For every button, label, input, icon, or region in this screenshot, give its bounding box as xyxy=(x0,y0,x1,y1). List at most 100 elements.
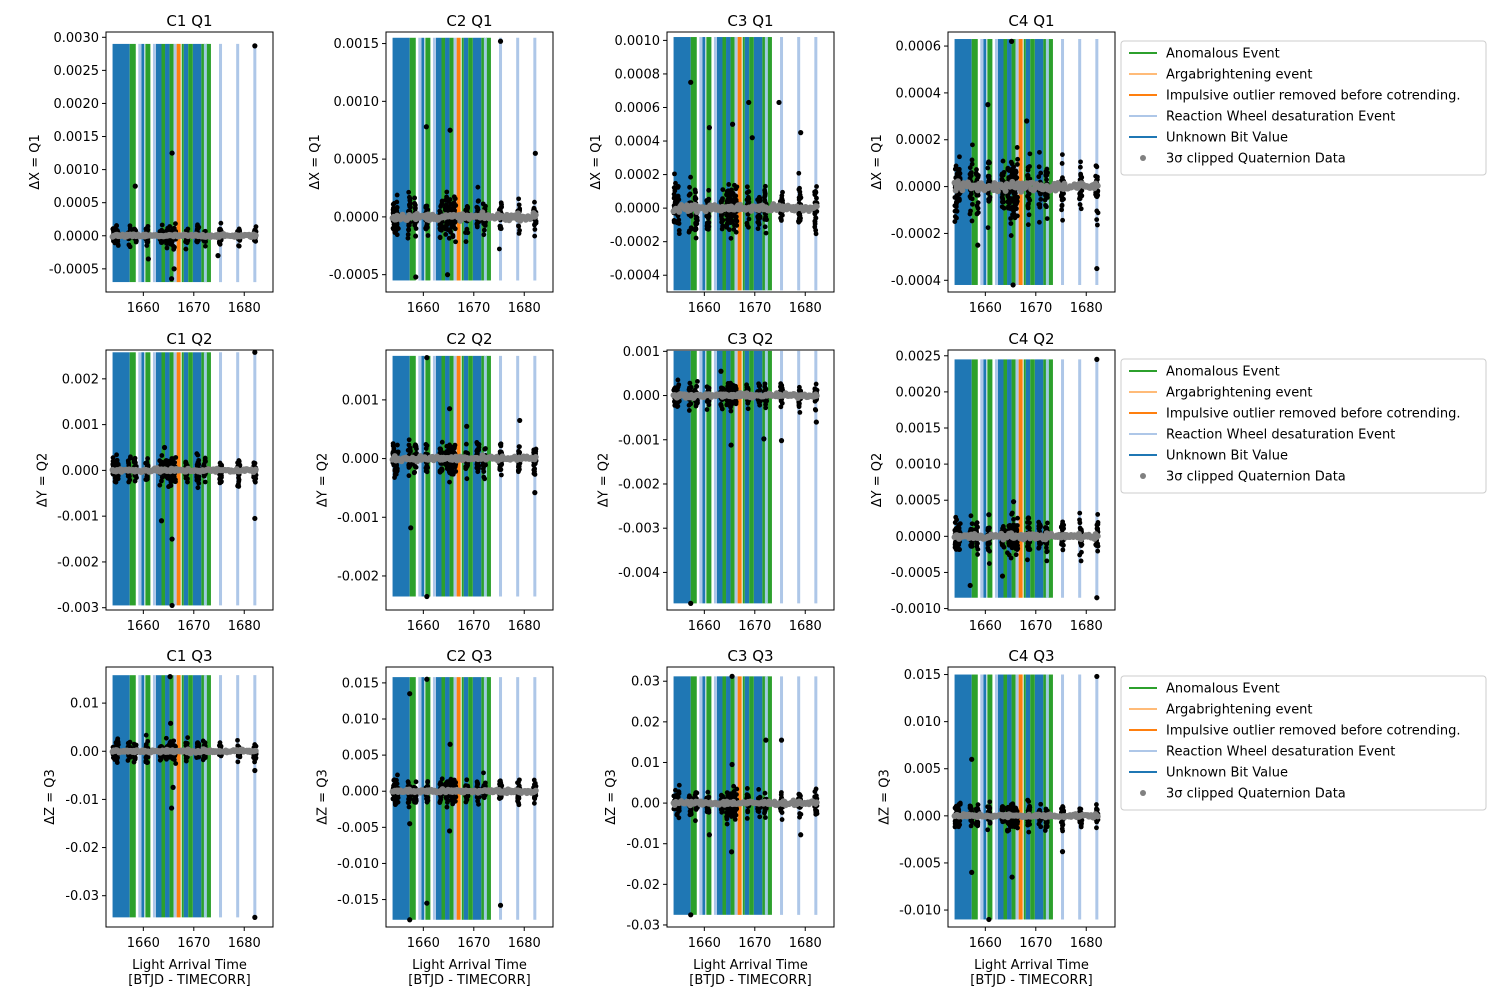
clipped-point xyxy=(676,208,683,215)
y-tick-label: 0.0020 xyxy=(54,97,100,112)
data-point xyxy=(812,407,818,412)
data-point xyxy=(724,387,730,392)
data-point xyxy=(516,223,521,229)
y-axis-label: ΔX = Q1 xyxy=(589,134,604,189)
y-axis-label: ΔX = Q1 xyxy=(28,134,43,189)
data-point xyxy=(446,199,451,204)
data-point xyxy=(482,476,488,482)
data-point xyxy=(474,224,480,230)
data-point xyxy=(693,235,699,241)
y-tick-label: 0.0015 xyxy=(54,130,100,145)
unknown-bit-span xyxy=(165,675,170,918)
data-point xyxy=(1011,517,1016,522)
data-point xyxy=(999,176,1005,182)
x-tick-label: 1670 xyxy=(1019,619,1052,634)
x-tick-label: 1660 xyxy=(688,619,721,634)
y-axis-label: ΔY = Q2 xyxy=(35,453,50,508)
y-tick-label: -0.001 xyxy=(618,433,660,448)
data-point xyxy=(1025,541,1031,547)
unknown-bit-span xyxy=(954,359,972,598)
data-point xyxy=(1078,173,1084,178)
outlier-point xyxy=(999,573,1006,579)
unknown-bit-span xyxy=(472,37,482,281)
anomalous-event-span xyxy=(205,352,211,606)
data-point xyxy=(475,466,481,472)
data-point xyxy=(1008,233,1014,238)
data-point xyxy=(532,221,538,227)
data-point xyxy=(407,196,413,202)
data-point xyxy=(158,756,164,762)
x-tick-label: 1680 xyxy=(1070,619,1103,634)
anomalous-event-span xyxy=(1047,39,1053,285)
data-point xyxy=(217,228,222,233)
data-point xyxy=(796,384,802,390)
data-point xyxy=(985,165,991,171)
data-point xyxy=(1044,177,1049,183)
data-point xyxy=(1001,544,1007,550)
unknown-bit-span xyxy=(673,350,691,604)
data-point xyxy=(236,459,242,464)
data-point xyxy=(394,462,399,468)
clipped-point xyxy=(252,232,259,239)
clipped-quaternion-data xyxy=(109,465,259,476)
data-point xyxy=(423,446,429,451)
data-point xyxy=(1077,525,1083,531)
data-point xyxy=(1025,557,1030,563)
unknown-bit-span xyxy=(716,37,723,291)
data-point xyxy=(762,187,768,193)
y-tick-label: 0.001 xyxy=(623,345,660,360)
data-point xyxy=(705,221,711,227)
data-point xyxy=(443,232,449,237)
data-point xyxy=(732,182,737,188)
clipped-quaternion-data xyxy=(951,530,1101,543)
data-point xyxy=(1095,521,1101,527)
data-point xyxy=(728,404,733,410)
x-tick-label: 1660 xyxy=(969,619,1002,634)
data-point xyxy=(411,470,417,476)
outlier-point xyxy=(746,99,752,106)
plot-area xyxy=(389,355,539,600)
data-point xyxy=(957,170,963,176)
clipped-point xyxy=(813,392,820,399)
data-point xyxy=(744,222,750,228)
data-point xyxy=(746,199,752,205)
data-point xyxy=(395,226,401,231)
data-point xyxy=(168,483,174,488)
data-point xyxy=(475,207,481,213)
y-axis-label: ΔY = Q2 xyxy=(870,453,885,508)
data-point xyxy=(1038,170,1044,176)
anomalous-event-span xyxy=(441,37,446,281)
anomalous-event-span xyxy=(188,675,193,918)
data-point xyxy=(1009,511,1015,517)
data-point xyxy=(1036,174,1042,180)
y-tick-label: -0.002 xyxy=(57,555,99,570)
y-tick-label: -0.002 xyxy=(618,477,660,492)
data-point xyxy=(144,239,150,245)
anomalous-event-span xyxy=(169,675,174,918)
plot-area xyxy=(951,356,1101,601)
y-tick-label: 0.0015 xyxy=(334,37,380,52)
outlier-point xyxy=(813,419,819,425)
clipped-point xyxy=(532,453,539,460)
data-point xyxy=(476,442,482,447)
anomalous-event-span xyxy=(161,43,166,283)
data-point xyxy=(515,464,521,470)
unknown-bit-span xyxy=(673,37,691,291)
data-point xyxy=(675,195,680,201)
data-point xyxy=(814,195,819,201)
unknown-bit-span xyxy=(744,350,750,604)
data-point xyxy=(406,227,412,233)
data-point xyxy=(1011,164,1017,170)
unknown-bit-span xyxy=(183,675,189,918)
outlier-point xyxy=(424,593,430,600)
data-point xyxy=(498,449,504,455)
x-tick-label: 1660 xyxy=(127,619,160,634)
data-point xyxy=(1044,166,1050,172)
data-point xyxy=(170,456,176,462)
outlier-point xyxy=(169,536,175,542)
data-point xyxy=(185,226,191,232)
data-point xyxy=(687,184,692,190)
data-point xyxy=(957,154,962,160)
